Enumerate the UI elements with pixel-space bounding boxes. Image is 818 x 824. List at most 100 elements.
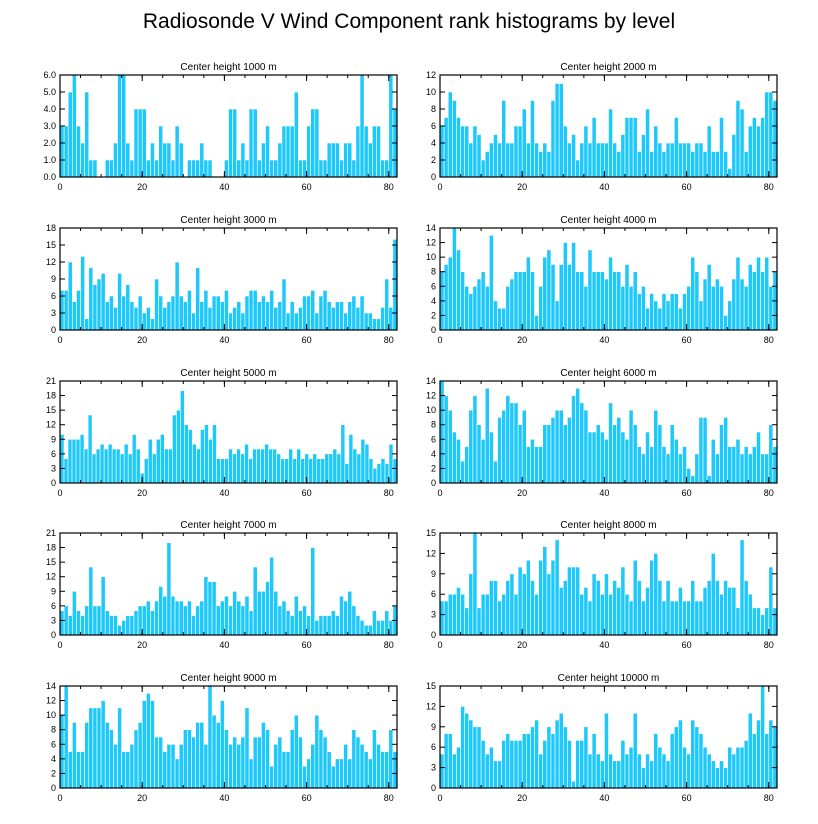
bar [146,307,151,331]
bar [464,712,470,789]
bar [240,142,246,178]
bar [546,249,552,331]
bar [747,264,753,331]
bar [632,271,638,331]
x-tick-label: 40 [599,640,609,650]
bar [550,417,556,484]
bar [292,458,298,484]
bar [645,431,650,484]
bar [727,300,733,331]
bar [525,733,531,789]
bar [141,108,147,178]
bar [665,580,671,636]
bar [583,587,589,636]
bar [172,414,177,484]
bar [384,159,390,178]
bar [620,285,626,331]
bar [228,605,233,636]
y-tick-label: 0 [51,325,56,335]
bar [67,615,73,636]
bar [261,295,266,331]
bar [608,108,613,178]
bar [591,733,597,789]
x-tick-label: 40 [219,640,229,650]
bar [109,729,114,789]
bar [240,312,246,331]
y-tick-label: 6 [431,121,436,131]
bar [232,108,238,178]
bar [587,600,593,636]
bar [372,729,377,789]
bar [521,573,527,636]
bar [517,125,523,178]
bar [285,312,291,331]
bar [513,271,519,331]
bar [215,722,221,789]
bar [203,576,209,636]
bar [452,593,457,636]
bar [376,318,381,331]
y-tick-label: 8 [431,267,436,277]
bar [616,587,622,636]
y-tick-label: 5.0 [43,87,56,97]
bar [686,600,692,636]
bar [669,424,675,484]
bar [727,168,733,178]
x-tick-label: 0 [57,335,62,345]
bar [534,719,539,789]
bar [731,753,737,789]
bar [256,736,262,789]
bar [162,307,168,331]
y-tick-label: 18 [46,391,56,401]
y-tick-label: 12 [426,701,436,711]
bar [645,108,650,178]
bar [88,566,94,636]
y-tick-label: 18 [46,543,56,553]
bar [104,610,110,636]
bar [265,729,270,789]
bar [554,409,560,484]
bar [628,409,634,484]
bar [530,271,535,331]
bar [641,767,646,789]
bar [673,726,679,789]
bar [236,301,242,331]
bar [339,595,344,636]
bar [460,271,465,331]
bar [476,134,482,178]
bar [92,284,98,331]
bar [641,453,646,484]
bar [63,458,69,484]
y-tick-label: 9 [51,434,56,444]
y-tick-label: 6 [51,449,56,459]
bar [330,142,336,178]
bar [489,234,494,331]
bar [219,600,225,636]
panel-3: Center height 3000 m 0 3 6 9 12 15 18 0 20 40 60 80 [46,215,398,345]
bar [649,446,655,484]
bar [558,712,564,789]
bar [735,746,741,789]
bar [129,159,135,178]
y-tick-label: 12 [426,238,436,248]
bar [752,607,757,636]
bar [100,700,106,789]
y-tick-label: 3 [51,308,56,318]
bar [96,707,102,789]
bar [657,307,663,331]
bar [355,307,361,331]
bar [261,142,266,178]
bar [182,729,188,789]
panel-frame [439,227,778,331]
bar [228,312,233,331]
bar [534,142,539,178]
bar [604,712,609,789]
bar [117,707,122,789]
y-tick-label: 6 [431,742,436,752]
bar [723,315,728,331]
bar [628,600,634,636]
bar [302,765,307,789]
bar [484,593,490,636]
bar [747,125,753,178]
y-tick-label: 0 [51,630,56,640]
